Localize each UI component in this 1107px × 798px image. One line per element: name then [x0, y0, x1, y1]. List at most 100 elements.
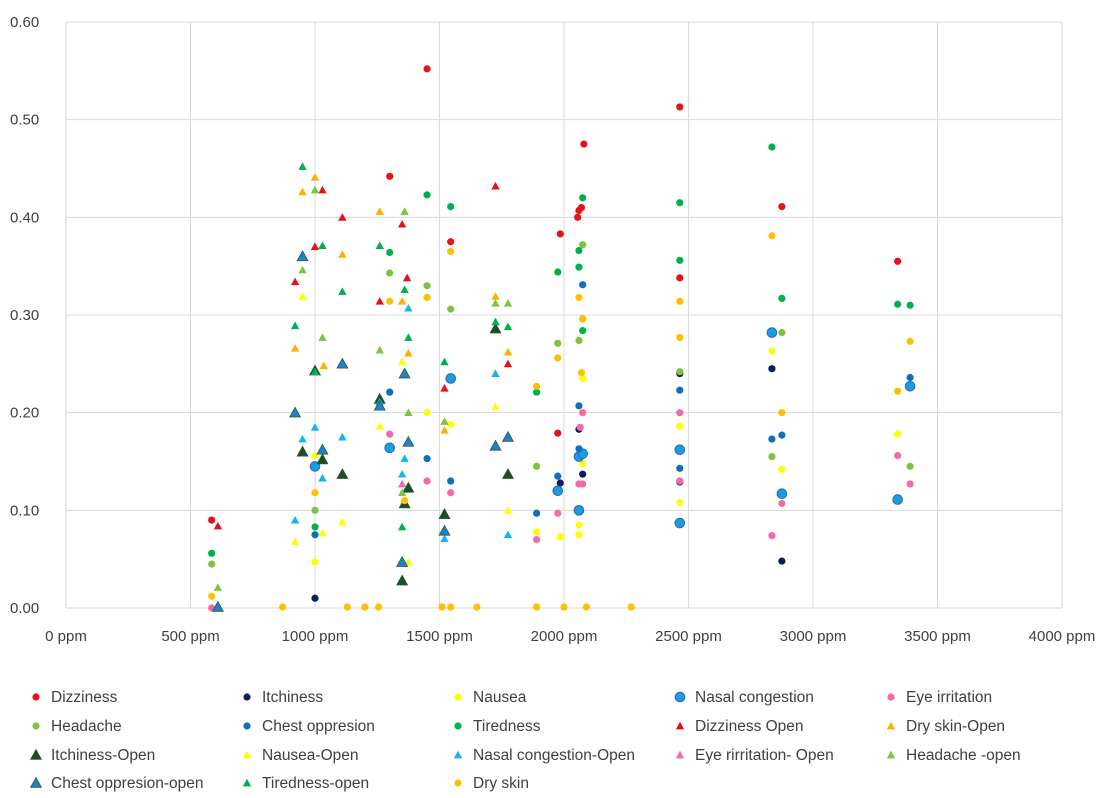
y-tick-label: 0.40	[10, 209, 39, 226]
data-point	[423, 191, 431, 199]
legend-item-chest-oppresion: Chest oppresion	[243, 718, 375, 735]
data-point	[778, 409, 786, 417]
data-point	[208, 592, 216, 600]
data-point	[375, 241, 384, 250]
data-point	[311, 594, 319, 602]
legend-label: Headache -open	[906, 747, 1021, 764]
data-point	[338, 432, 347, 441]
data-point	[533, 536, 541, 544]
legend-marker	[675, 750, 685, 759]
data-point	[447, 202, 455, 211]
data-point	[778, 465, 786, 473]
data-point	[404, 303, 413, 312]
data-point	[778, 202, 786, 211]
data-point	[575, 246, 583, 255]
data-point	[676, 333, 684, 342]
data-point	[375, 207, 384, 215]
data-point	[208, 516, 216, 524]
legend-marker	[454, 722, 462, 730]
data-point	[445, 373, 457, 384]
series-eye-irritation	[208, 409, 914, 612]
legend-item-dizziness: Dizziness	[32, 689, 118, 706]
series-dizziness-open	[213, 181, 513, 530]
data-point	[375, 297, 384, 305]
data-point	[438, 603, 446, 611]
data-point	[311, 489, 319, 497]
data-point	[438, 508, 451, 519]
data-point	[404, 408, 413, 417]
data-point	[402, 435, 415, 447]
data-point	[489, 439, 502, 451]
data-point	[533, 509, 541, 517]
data-point	[556, 533, 564, 541]
legend-item-eye-rirritation-open: Eye rirritation- Open	[675, 747, 834, 764]
data-point	[310, 242, 320, 250]
data-point	[398, 367, 411, 379]
series-itchiness-open	[296, 322, 515, 586]
data-point	[676, 274, 684, 282]
data-point	[310, 423, 320, 431]
y-tick-label: 0.60	[10, 14, 39, 31]
data-point	[577, 203, 586, 212]
legend-marker	[32, 693, 40, 701]
data-point	[447, 305, 455, 313]
data-point	[311, 523, 319, 531]
legend-item-dizziness-open: Dizziness Open	[675, 718, 804, 735]
data-point	[473, 603, 481, 611]
data-point	[316, 443, 329, 455]
data-point	[404, 348, 413, 357]
data-point	[373, 399, 386, 411]
data-point	[318, 528, 327, 537]
data-point	[573, 505, 585, 516]
legend-label: Dizziness Open	[695, 718, 804, 735]
data-point	[338, 250, 347, 258]
data-point	[766, 327, 778, 338]
data-point	[503, 347, 513, 356]
data-point	[533, 382, 541, 390]
data-point	[290, 277, 300, 286]
x-tick-label: 1000 ppm	[282, 628, 349, 645]
data-point	[778, 431, 786, 439]
data-point	[396, 574, 409, 586]
data-point	[674, 517, 686, 529]
data-point	[676, 464, 684, 472]
data-point	[447, 477, 455, 485]
legend-item-eye-irritation: Eye irritation	[887, 689, 992, 706]
legend-label: Nasal congestion	[695, 689, 814, 706]
data-point	[533, 462, 541, 470]
y-tick-label: 0.30	[10, 307, 39, 324]
data-point	[579, 409, 587, 417]
legend-marker	[243, 693, 251, 701]
data-point	[211, 600, 224, 612]
data-point	[503, 530, 513, 539]
data-point	[560, 603, 568, 611]
legend-marker	[675, 721, 685, 730]
data-point	[552, 485, 564, 497]
legend-item-dry-skin-open: Dry skin-Open	[886, 718, 1005, 735]
data-point	[575, 263, 583, 271]
data-point	[503, 299, 513, 307]
data-point	[361, 603, 369, 611]
data-point	[311, 558, 319, 566]
data-point	[554, 354, 562, 362]
legend-label: Dry skin	[473, 775, 529, 792]
data-point	[298, 187, 307, 196]
series-tiredness	[208, 143, 914, 557]
data-point	[491, 402, 500, 411]
y-axis-tick-labels: 0.00 0.10 0.20 0.30 0.40 0.50 0.60	[10, 14, 39, 617]
legend-item-itchiness: Itchiness	[243, 689, 323, 706]
legend-marker	[886, 750, 896, 759]
x-tick-label: 0 ppm	[45, 628, 87, 645]
legend-label: Headache	[51, 718, 122, 735]
series-nasal-congestion	[309, 327, 916, 529]
gridlines	[65, 21, 1063, 609]
legend-label: Nausea-Open	[262, 747, 359, 764]
x-tick-label: 2000 ppm	[531, 628, 598, 645]
data-point	[298, 292, 307, 300]
data-point	[894, 430, 902, 438]
data-point	[298, 162, 307, 170]
legend-item-nausea: Nausea	[454, 689, 527, 706]
x-tick-label: 3500 ppm	[904, 628, 971, 645]
data-point	[290, 344, 300, 352]
data-point	[676, 409, 684, 417]
